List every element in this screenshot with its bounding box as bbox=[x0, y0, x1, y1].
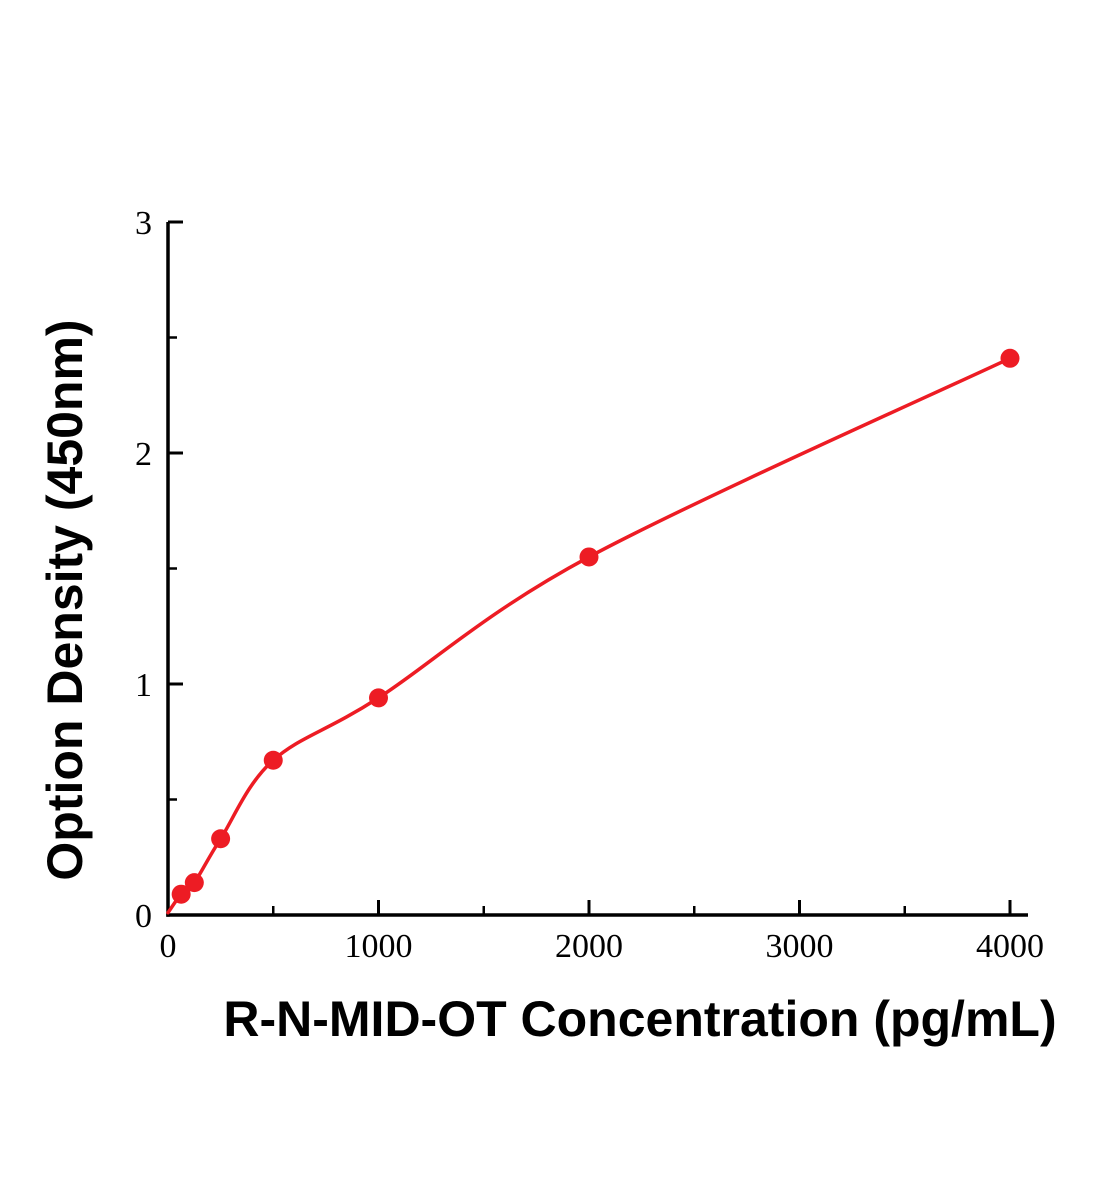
x-tick-label: 3000 bbox=[766, 928, 834, 965]
y-tick-label: 2 bbox=[135, 436, 152, 473]
data-point bbox=[171, 884, 191, 904]
data-point bbox=[263, 750, 283, 770]
data-point bbox=[579, 547, 599, 567]
x-tick-label: 0 bbox=[160, 928, 177, 965]
x-tick-label: 1000 bbox=[345, 928, 413, 965]
data-point bbox=[211, 829, 231, 849]
fitted-curve bbox=[166, 356, 1012, 915]
y-axis-title: Option Density (450nm) bbox=[37, 319, 93, 880]
y-tick-label: 0 bbox=[135, 898, 152, 935]
y-tick-label: 3 bbox=[135, 205, 152, 242]
x-axis-title: R-N-MID-OT Concentration (pg/mL) bbox=[223, 991, 1056, 1047]
data-point bbox=[184, 873, 204, 893]
data-point bbox=[1000, 348, 1020, 368]
x-tick-label: 2000 bbox=[555, 928, 623, 965]
chart-layers: 0 1000 2000 3000 4000 0 1 2 3 bbox=[135, 205, 1044, 965]
data-point bbox=[369, 688, 388, 708]
x-tick-label: 4000 bbox=[976, 928, 1044, 965]
y-tick-label: 1 bbox=[135, 667, 152, 704]
